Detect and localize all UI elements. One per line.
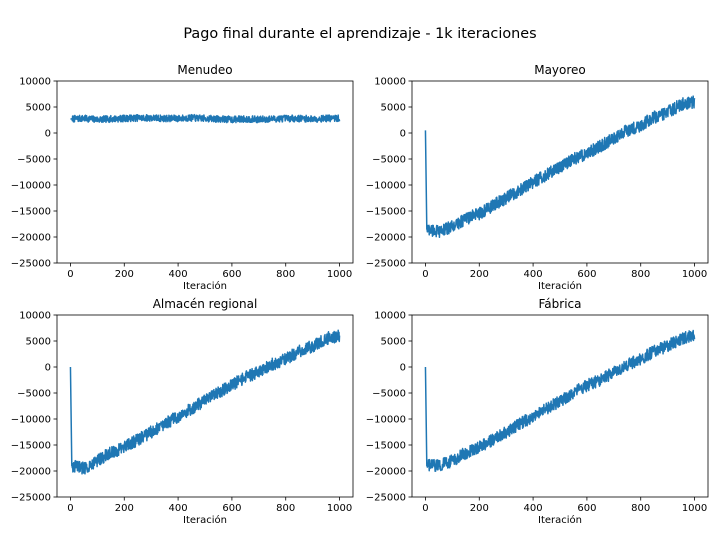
x-axis-label: Iteración [183, 514, 227, 526]
y-tick-label: −10000 [11, 181, 51, 192]
y-tick-label: 5000 [26, 337, 51, 348]
y-tick-label: −15000 [11, 207, 51, 218]
x-tick-label: 400 [169, 269, 188, 280]
y-tick-label: −5000 [372, 155, 406, 166]
subplot-title: Mayoreo [534, 63, 586, 77]
x-tick-label: 600 [577, 269, 596, 280]
x-tick-label: 800 [276, 269, 295, 280]
x-tick-label: 200 [470, 503, 489, 514]
y-tick-label: 10000 [374, 77, 406, 88]
y-tick-label: 10000 [19, 311, 51, 322]
x-tick-label: 400 [524, 269, 543, 280]
x-axis-label: Iteración [538, 280, 582, 292]
subplot-title: Almacén regional [153, 297, 258, 311]
y-tick-label: 0 [45, 129, 51, 140]
x-tick-label: 0 [67, 503, 73, 514]
x-tick-label: 1000 [682, 269, 707, 280]
axes-frame [56, 80, 354, 264]
y-tick-label: −25000 [11, 259, 51, 270]
x-tick-label: 600 [222, 503, 241, 514]
y-tick-label: 0 [45, 363, 51, 374]
x-axis-label: Iteración [538, 514, 582, 526]
y-tick-label: 10000 [374, 311, 406, 322]
x-tick-label: 1000 [682, 503, 707, 514]
y-tick-label: 0 [400, 129, 406, 140]
axes-frame [411, 80, 709, 264]
x-tick-label: 200 [470, 269, 489, 280]
x-tick-label: 1000 [327, 503, 352, 514]
y-tick-label: −5000 [17, 389, 51, 400]
x-tick-label: 400 [524, 503, 543, 514]
y-tick-label: −25000 [366, 259, 406, 270]
y-tick-label: −20000 [366, 233, 406, 244]
x-tick-label: 800 [276, 503, 295, 514]
subplot-title: Fábrica [539, 297, 582, 311]
y-tick-label: −20000 [11, 233, 51, 244]
y-tick-label: 5000 [26, 103, 51, 114]
subplot-fabrica: Fábrica 0 200 400 600 800 1000 −25000 −20000 −150… [366, 297, 709, 526]
y-tick-label: −25000 [11, 493, 51, 504]
y-tick-label: −20000 [366, 467, 406, 478]
x-tick-label: 800 [631, 503, 650, 514]
y-tick-label: 0 [400, 363, 406, 374]
subplot-menudeo: Menudeo 0 200 400 600 800 1000 −25000 −20000 −150… [11, 63, 354, 292]
x-tick-label: 0 [422, 503, 428, 514]
subplot-mayoreo: Mayoreo 0 200 400 600 800 1000 −25000 −20000 −150… [366, 63, 709, 292]
y-tick-label: −15000 [11, 441, 51, 452]
y-tick-label: −20000 [11, 467, 51, 478]
y-tick-label: −25000 [366, 493, 406, 504]
x-tick-label: 600 [577, 503, 596, 514]
x-tick-label: 400 [169, 503, 188, 514]
axes-frame [411, 314, 709, 498]
y-tick-label: −10000 [366, 181, 406, 192]
series-line [424, 95, 696, 239]
y-tick-label: −5000 [372, 389, 406, 400]
y-tick-label: 10000 [19, 77, 51, 88]
x-axis-label: Iteración [183, 280, 227, 292]
subplot-title: Menudeo [177, 63, 232, 77]
series-line [69, 113, 341, 124]
x-tick-label: 600 [222, 269, 241, 280]
series-line [69, 329, 341, 475]
y-tick-label: 5000 [381, 337, 406, 348]
subplot-almacen-regional: Almacén regional 0 200 400 600 800 1000 −25000 −… [11, 297, 354, 526]
axes-frame [56, 314, 354, 498]
y-tick-label: 5000 [381, 103, 406, 114]
x-tick-label: 0 [422, 269, 428, 280]
y-tick-label: −5000 [17, 155, 51, 166]
y-tick-label: −15000 [366, 207, 406, 218]
series-line [424, 329, 696, 473]
figure-title: Pago final durante el aprendizaje - 1k i… [183, 26, 536, 42]
x-tick-label: 200 [115, 503, 134, 514]
x-tick-label: 800 [631, 269, 650, 280]
x-tick-label: 1000 [327, 269, 352, 280]
x-tick-label: 200 [115, 269, 134, 280]
y-tick-label: −15000 [366, 441, 406, 452]
y-tick-label: −10000 [366, 415, 406, 426]
x-tick-label: 0 [67, 269, 73, 280]
y-tick-label: −10000 [11, 415, 51, 426]
